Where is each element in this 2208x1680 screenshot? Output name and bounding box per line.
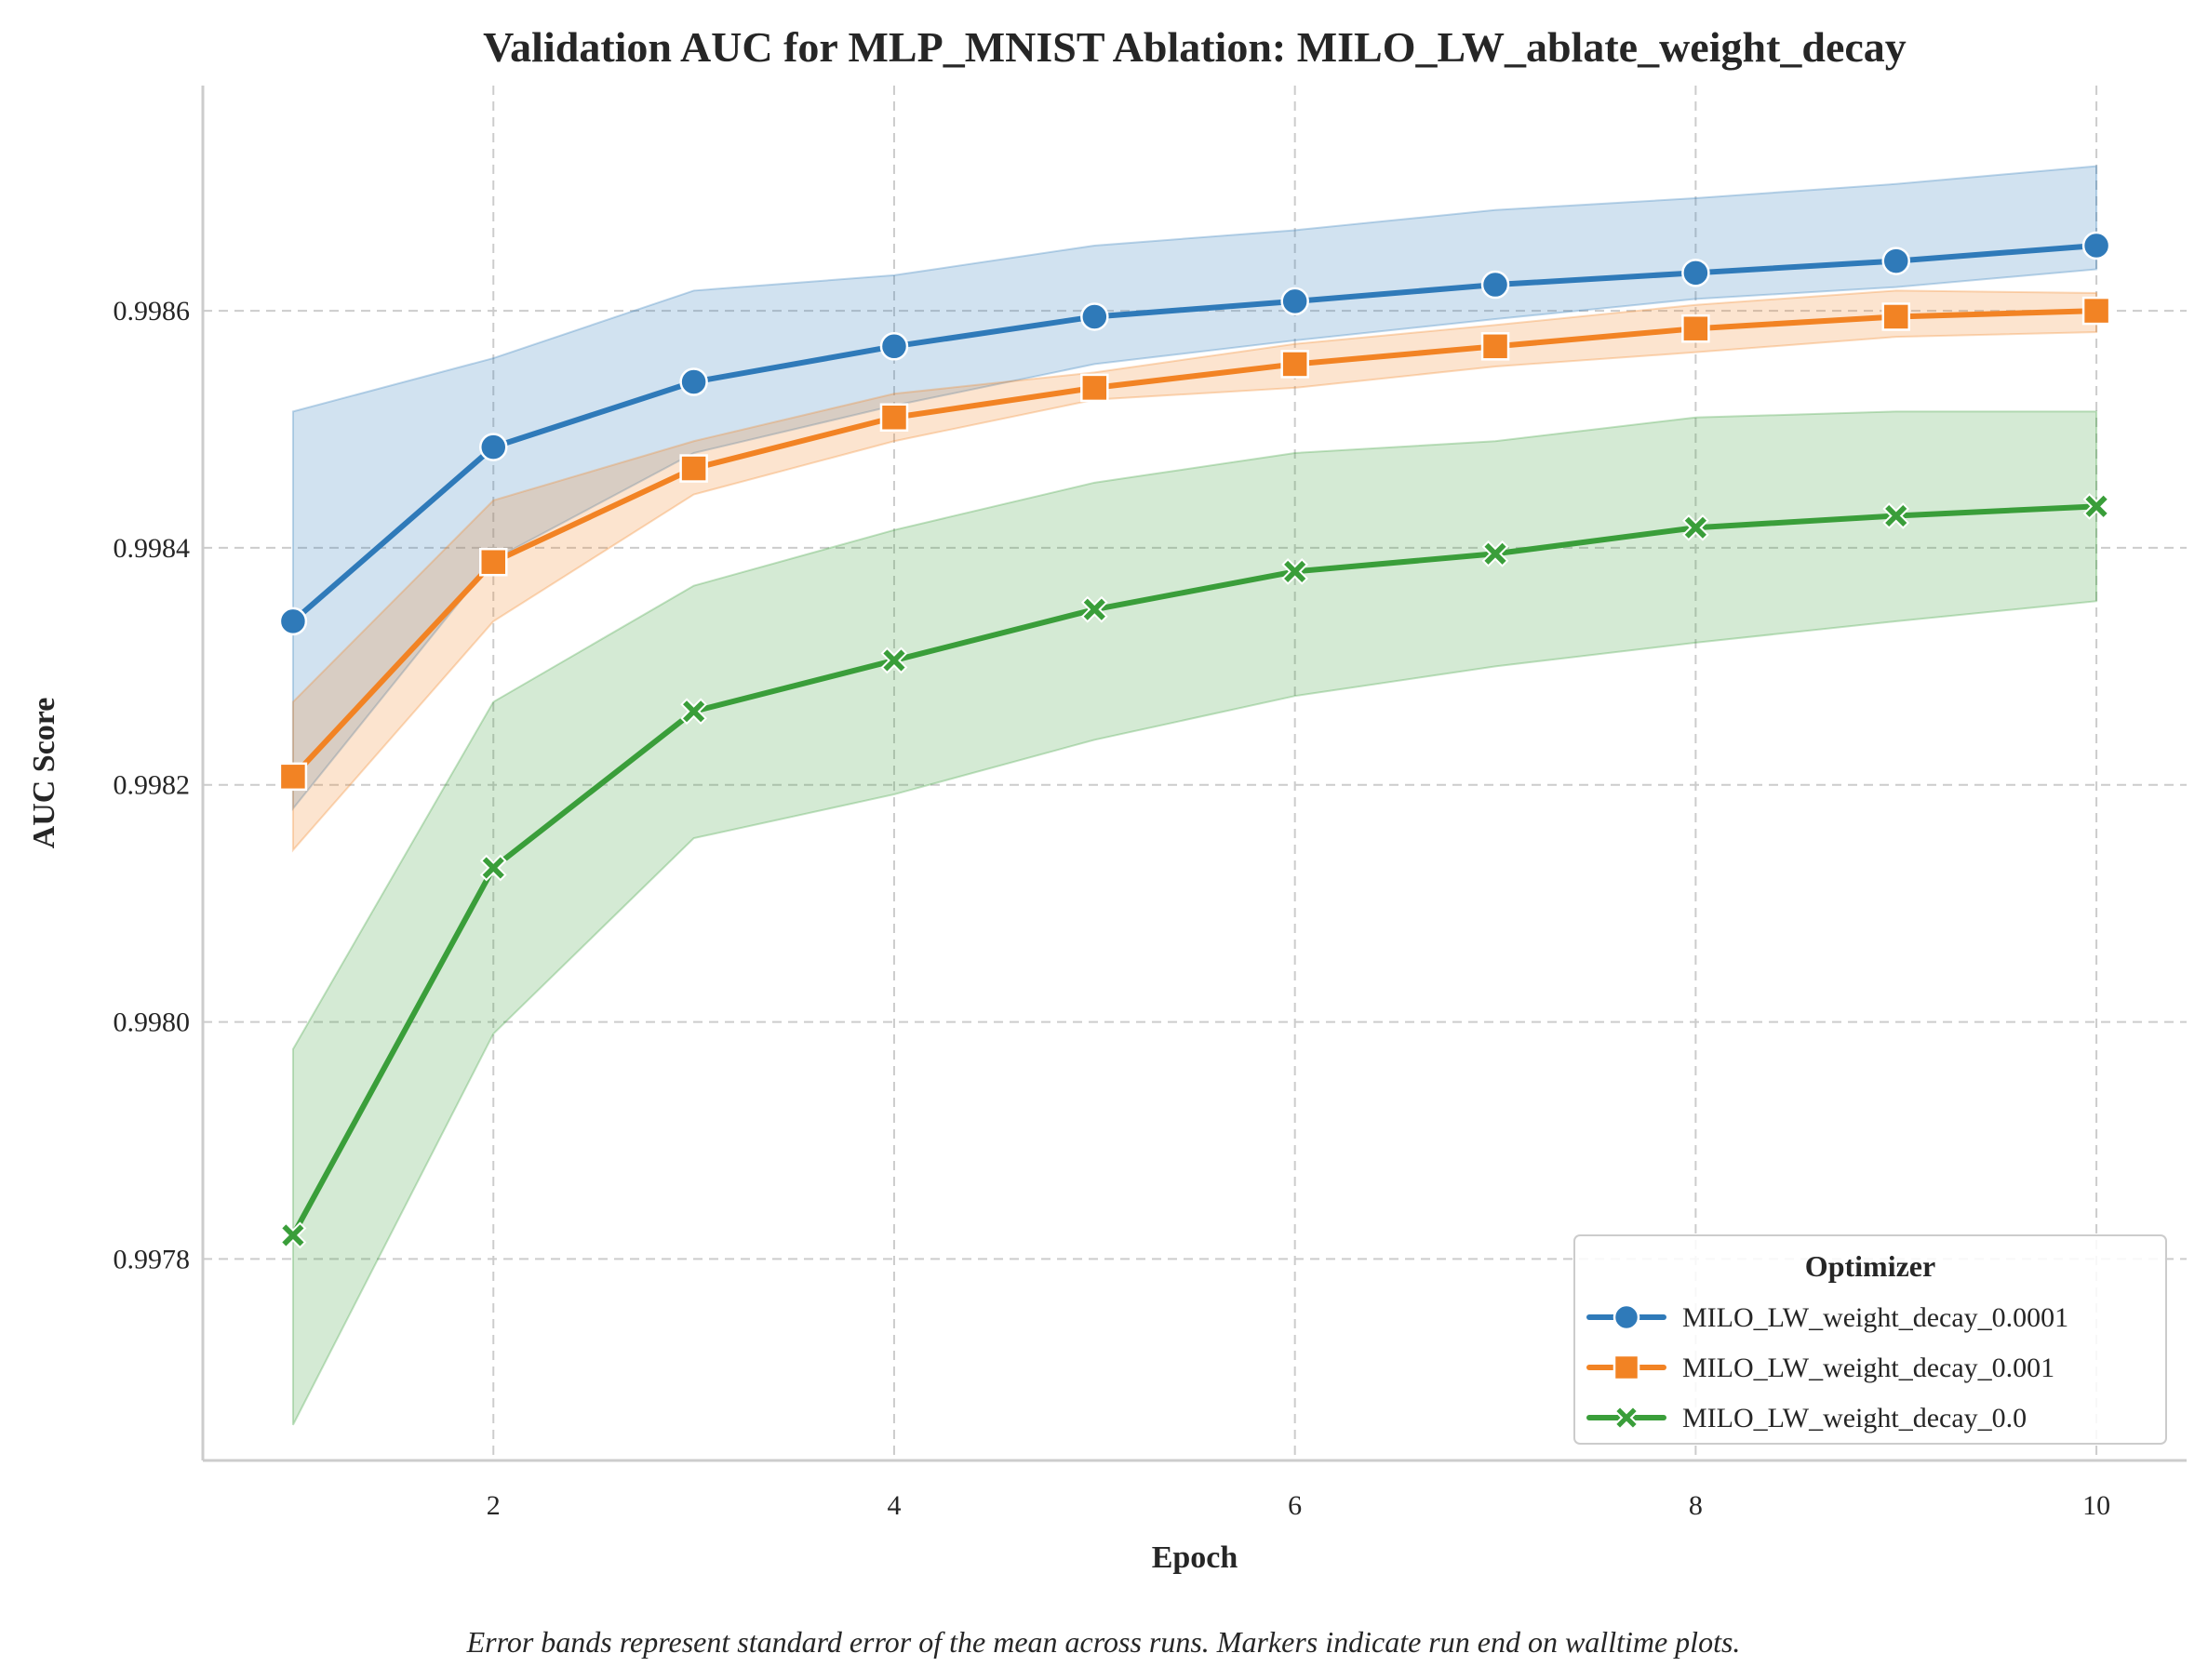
data-point [479,547,508,577]
legend-marker [1613,1405,1639,1431]
data-point [278,607,308,636]
series-line [289,243,2100,624]
legend-label: MILO_LW_weight_decay_0.0001 [1682,1302,2068,1333]
data-point [1280,287,1309,316]
x-tick-label: 6 [1288,1490,1302,1521]
legend-marker [1613,1303,1640,1331]
data-point [278,762,308,792]
series-line [289,503,2100,1238]
data-point [479,854,507,882]
data-point [1681,313,1710,343]
legend-label: MILO_LW_weight_decay_0.0 [1682,1403,2027,1433]
chart-caption: Error bands represent standard error of … [466,1625,1741,1659]
x-tick-label: 4 [887,1490,901,1521]
data-point [879,403,909,433]
legend: Optimizer MILO_LW_weight_decay_0.0001MIL… [1573,1234,2167,1445]
y-tick-labels: 0.9978 0.9980 0.9982 0.9984 0.9986 [114,296,191,1274]
legend-marker [1613,1353,1640,1381]
data-point [880,647,908,674]
data-point [1080,302,1109,331]
x-axis-label: Epoch [1152,1540,1238,1575]
data-point [2081,231,2111,260]
legend-entry: MILO_LW_weight_decay_0.0 [1586,1403,2027,1433]
data-point [2082,492,2110,520]
data-point [2081,296,2111,326]
data-point [1280,350,1309,379]
data-point [1281,557,1309,585]
data-point [1882,502,1910,529]
chart-title: Validation AUC for MLP_MNIST Ablation: M… [483,23,1907,71]
error-band [291,165,2098,812]
data-point [1481,540,1509,567]
series-line [289,308,2100,780]
data-point [879,332,909,361]
x-tick-label: 10 [2082,1490,2110,1521]
data-point [479,433,508,461]
data-point [1480,332,1510,361]
legend-label: MILO_LW_weight_decay_0.001 [1682,1353,2054,1383]
series-lines [289,243,2100,1238]
data-point [1881,302,1910,331]
y-tick-label: 0.9982 [114,770,191,801]
y-tick-label: 0.9980 [114,1007,191,1038]
data-point [1681,513,1709,541]
error-band [291,289,2098,853]
data-point [1681,259,1710,287]
legend-entry: MILO_LW_weight_decay_0.001 [1586,1353,2054,1383]
legend-entries: MILO_LW_weight_decay_0.0001 MILO_LW_weigh… [1586,1302,2068,1433]
series-markers [278,231,2111,1249]
x-tick-labels: 2 4 6 8 10 [487,1490,2110,1521]
y-axis-label: AUC Score [27,698,61,849]
data-point [679,454,708,483]
data-point [680,698,708,726]
error-band [291,410,2098,1426]
data-point [1881,247,1910,275]
data-point [1080,373,1109,403]
data-point [1080,595,1108,623]
legend-frame [1573,1234,2167,1445]
y-tick-label: 0.9978 [114,1244,191,1274]
x-tick-label: 8 [1689,1490,1703,1521]
y-tick-label: 0.9984 [114,533,191,564]
legend-title: Optimizer [1805,1249,1935,1283]
x-tick-label: 2 [487,1490,501,1521]
data-point [679,367,708,396]
data-point [279,1221,307,1249]
error-bands [291,165,2098,1426]
data-point [1480,270,1510,300]
legend-entry: MILO_LW_weight_decay_0.0001 [1586,1302,2068,1333]
y-tick-label: 0.9986 [114,296,191,327]
